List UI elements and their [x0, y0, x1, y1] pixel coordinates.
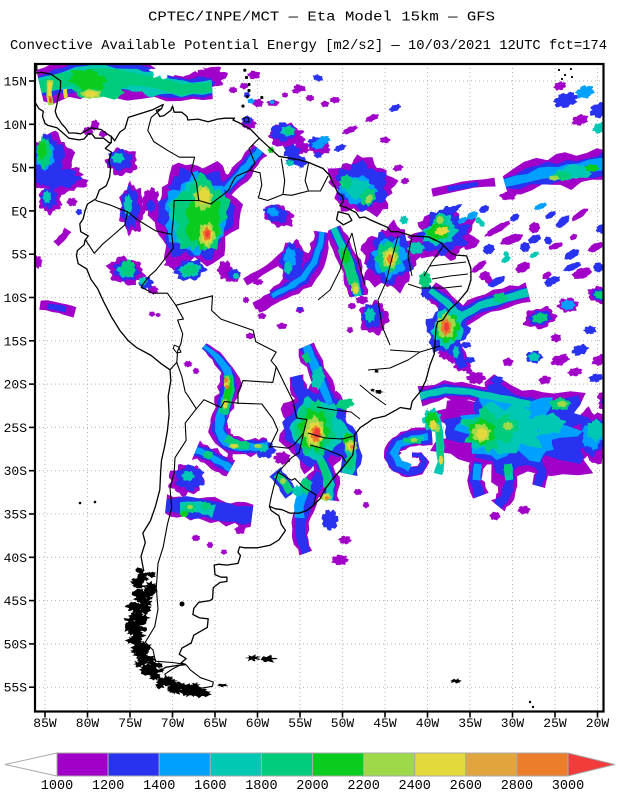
- svg-text:40W: 40W: [416, 716, 440, 731]
- svg-text:5N: 5N: [11, 161, 27, 176]
- svg-text:EQ: EQ: [11, 204, 27, 219]
- svg-text:85W: 85W: [33, 716, 57, 731]
- svg-text:55S: 55S: [4, 681, 28, 696]
- svg-text:50W: 50W: [331, 716, 355, 731]
- svg-text:1600: 1600: [194, 779, 226, 794]
- svg-text:45W: 45W: [373, 716, 397, 731]
- svg-text:50S: 50S: [4, 637, 28, 652]
- svg-text:55W: 55W: [288, 716, 312, 731]
- svg-text:60W: 60W: [246, 716, 270, 731]
- svg-text:1800: 1800: [245, 779, 277, 794]
- svg-text:10N: 10N: [4, 118, 27, 133]
- svg-text:1000: 1000: [41, 779, 73, 794]
- svg-text:70W: 70W: [161, 716, 185, 731]
- svg-text:30S: 30S: [4, 464, 28, 479]
- svg-text:CPTEC/INPE/MCT — Eta Model 15: CPTEC/INPE/MCT — Eta Model 15km — GFS: [148, 11, 495, 26]
- svg-text:1400: 1400: [143, 779, 175, 794]
- svg-text:20S: 20S: [4, 378, 28, 393]
- svg-text:Convective Available Potential: Convective Available Potential Energy [m…: [10, 39, 607, 54]
- svg-text:1200: 1200: [92, 779, 124, 794]
- svg-text:25W: 25W: [543, 716, 567, 731]
- svg-text:25S: 25S: [4, 421, 28, 436]
- svg-text:2400: 2400: [398, 779, 430, 794]
- svg-text:3000: 3000: [552, 779, 584, 794]
- svg-text:40S: 40S: [4, 551, 28, 566]
- svg-text:20W: 20W: [586, 716, 610, 731]
- svg-text:45S: 45S: [4, 594, 28, 609]
- svg-text:30W: 30W: [501, 716, 525, 731]
- svg-text:2800: 2800: [501, 779, 533, 794]
- svg-text:15S: 15S: [4, 334, 28, 349]
- svg-text:75W: 75W: [118, 716, 142, 731]
- svg-text:5S: 5S: [11, 248, 27, 263]
- svg-text:35W: 35W: [458, 716, 482, 731]
- svg-text:2200: 2200: [347, 779, 379, 794]
- svg-text:2600: 2600: [450, 779, 482, 794]
- svg-text:10S: 10S: [4, 291, 28, 306]
- svg-text:80W: 80W: [76, 716, 100, 731]
- svg-text:2000: 2000: [296, 779, 328, 794]
- svg-text:65W: 65W: [203, 716, 227, 731]
- svg-text:15N: 15N: [4, 75, 27, 90]
- svg-text:35S: 35S: [4, 508, 28, 523]
